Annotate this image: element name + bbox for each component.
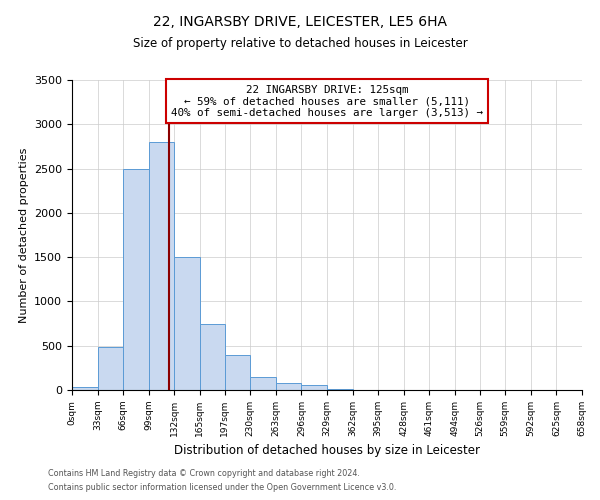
Bar	[276, 384, 301, 390]
Bar	[175, 257, 200, 390]
Bar	[123, 168, 149, 390]
Bar	[224, 356, 250, 390]
Bar	[327, 389, 353, 390]
Bar	[301, 385, 327, 390]
Bar	[250, 377, 276, 390]
Bar	[200, 324, 224, 390]
Bar	[98, 348, 123, 390]
Text: Contains public sector information licensed under the Open Government Licence v3: Contains public sector information licen…	[48, 484, 397, 492]
Text: 22 INGARSBY DRIVE: 125sqm
← 59% of detached houses are smaller (5,111)
40% of se: 22 INGARSBY DRIVE: 125sqm ← 59% of detac…	[171, 84, 483, 118]
Text: Size of property relative to detached houses in Leicester: Size of property relative to detached ho…	[133, 38, 467, 51]
X-axis label: Distribution of detached houses by size in Leicester: Distribution of detached houses by size …	[174, 444, 480, 458]
Text: 22, INGARSBY DRIVE, LEICESTER, LE5 6HA: 22, INGARSBY DRIVE, LEICESTER, LE5 6HA	[153, 15, 447, 29]
Text: Contains HM Land Registry data © Crown copyright and database right 2024.: Contains HM Land Registry data © Crown c…	[48, 468, 360, 477]
Bar	[72, 388, 98, 390]
Bar	[149, 142, 175, 390]
Y-axis label: Number of detached properties: Number of detached properties	[19, 148, 29, 322]
